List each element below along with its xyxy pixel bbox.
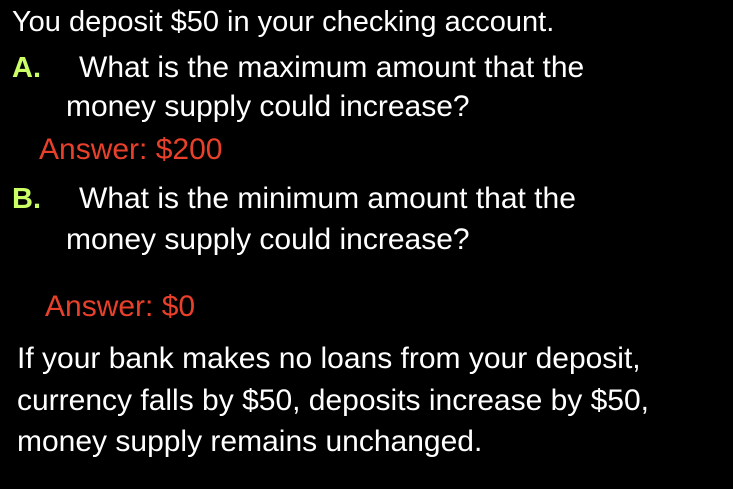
question-a-line-1: What is the maximum amount that the: [79, 51, 585, 84]
question-b-letter: B.: [12, 183, 41, 215]
explanation-line-2: currency falls by $50, deposits increase…: [17, 384, 650, 417]
question-a-letter: A.: [12, 52, 41, 84]
explanation-line-3: money supply remains unchanged.: [17, 425, 483, 458]
explanation-line-1: If your bank makes no loans from your de…: [17, 342, 641, 375]
intro-text: You deposit $50 in your checking account…: [12, 6, 555, 38]
answer-a: Answer: $200: [39, 133, 223, 166]
question-b-line-2: money supply could increase?: [66, 223, 470, 256]
question-a-line-2: money supply could increase?: [66, 90, 470, 123]
question-b-line-1: What is the minimum amount that the: [79, 182, 576, 215]
answer-b: Answer: $0: [45, 290, 196, 323]
